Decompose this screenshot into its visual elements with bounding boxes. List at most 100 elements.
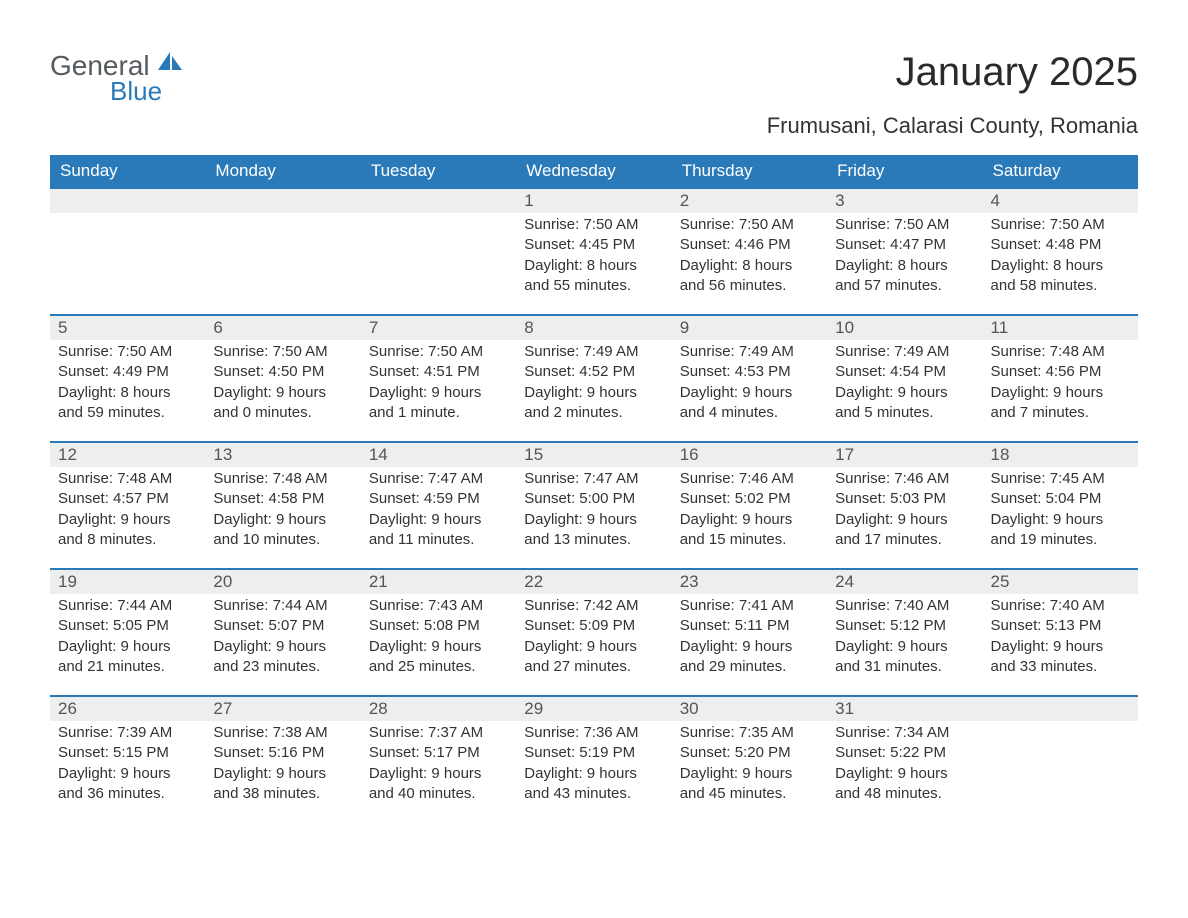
day-content-cell xyxy=(205,213,360,315)
day-content-cell: Sunrise: 7:36 AMSunset: 5:19 PMDaylight:… xyxy=(516,721,671,822)
day-number-cell xyxy=(983,696,1138,721)
day-content-cell: Sunrise: 7:50 AMSunset: 4:50 PMDaylight:… xyxy=(205,340,360,442)
daylight-line: Daylight: 8 hours and 59 minutes. xyxy=(58,384,171,421)
sunrise-line: Sunrise: 7:44 AM xyxy=(58,597,172,614)
daylight-line: Daylight: 8 hours and 58 minutes. xyxy=(991,257,1104,294)
daylight-line: Daylight: 9 hours and 23 minutes. xyxy=(213,638,326,675)
sunrise-line: Sunrise: 7:46 AM xyxy=(680,470,794,487)
day-number-cell: 22 xyxy=(516,569,671,594)
day-content-cell: Sunrise: 7:44 AMSunset: 5:07 PMDaylight:… xyxy=(205,594,360,696)
page-title: January 2025 xyxy=(896,50,1138,95)
sunset-line: Sunset: 5:08 PM xyxy=(369,617,480,634)
daylight-line: Daylight: 9 hours and 7 minutes. xyxy=(991,384,1104,421)
daylight-line: Daylight: 9 hours and 38 minutes. xyxy=(213,765,326,802)
sunset-line: Sunset: 5:05 PM xyxy=(58,617,169,634)
day-content-cell xyxy=(50,213,205,315)
day-number-cell: 31 xyxy=(827,696,982,721)
sunrise-line: Sunrise: 7:47 AM xyxy=(369,470,483,487)
day-content-cell: Sunrise: 7:39 AM Sunset: 5:15 PM Daylight:… xyxy=(50,721,205,822)
day-content-cell xyxy=(983,721,1138,822)
daylight-line: Daylight: 9 hours and 15 minutes. xyxy=(680,511,793,548)
day-content-cell xyxy=(361,213,516,315)
day-content-cell: Sunrise: 7:49 AMSunset: 4:54 PMDaylight:… xyxy=(827,340,982,442)
sunset-line: Sunset: 4:58 PM xyxy=(213,490,324,507)
sunrise-line: Sunrise: 7:45 AM xyxy=(991,470,1105,487)
day-content-cell: Sunrise: 7:46 AMSunset: 5:03 PMDaylight:… xyxy=(827,467,982,569)
day-number-cell: 10 xyxy=(827,315,982,340)
daylight-line: Daylight: 9 hours and 5 minutes. xyxy=(835,384,948,421)
logo: General Blue xyxy=(50,50,186,107)
sunrise-line: Sunrise: 7:35 AM xyxy=(680,724,794,741)
week-number-row: 567891011 xyxy=(50,315,1138,340)
sunset-line: Sunset: 5:22 PM xyxy=(835,744,946,761)
day-number-cell: 3 xyxy=(827,188,982,213)
sunrise-line: Sunrise: 7:40 AM xyxy=(835,597,949,614)
day-number-cell: 2 xyxy=(672,188,827,213)
day-number-cell: 29 xyxy=(516,696,671,721)
sunrise-line: Sunrise: 7:44 AM xyxy=(213,597,327,614)
weekday-header: Thursday xyxy=(672,155,827,188)
day-number-cell: 12 xyxy=(50,442,205,467)
sunset-line: Sunset: 4:52 PM xyxy=(524,363,635,380)
sunrise-line: Sunrise: 7:41 AM xyxy=(680,597,794,614)
week-number-row: 19202122232425 xyxy=(50,569,1138,594)
sunset-line: Sunset: 4:54 PM xyxy=(835,363,946,380)
daylight-line: Daylight: 9 hours and 48 minutes. xyxy=(835,765,948,802)
sunrise-line: Sunrise: 7:39 AM xyxy=(58,724,172,741)
sunset-line: Sunset: 5:11 PM xyxy=(680,617,790,634)
sunset-line: Sunset: 5:03 PM xyxy=(835,490,946,507)
daylight-line: Daylight: 9 hours and 25 minutes. xyxy=(369,638,482,675)
sunrise-line: Sunrise: 7:50 AM xyxy=(369,343,483,360)
daylight-line: Daylight: 9 hours and 1 minute. xyxy=(369,384,482,421)
day-number-cell: 4 xyxy=(983,188,1138,213)
sunset-line: Sunset: 4:53 PM xyxy=(680,363,791,380)
daylight-line: Daylight: 9 hours and 36 minutes. xyxy=(58,765,171,802)
sunrise-line: Sunrise: 7:34 AM xyxy=(835,724,949,741)
sunset-line: Sunset: 4:45 PM xyxy=(524,236,635,253)
sunset-line: Sunset: 5:17 PM xyxy=(369,744,480,761)
sunrise-line: Sunrise: 7:43 AM xyxy=(369,597,483,614)
daylight-line: Daylight: 9 hours and 8 minutes. xyxy=(58,511,171,548)
day-number-cell: 11 xyxy=(983,315,1138,340)
day-content-cell: Sunrise: 7:48 AMSunset: 4:56 PMDaylight:… xyxy=(983,340,1138,442)
day-content-cell: Sunrise: 7:49 AMSunset: 4:52 PMDaylight:… xyxy=(516,340,671,442)
sunrise-line: Sunrise: 7:49 AM xyxy=(524,343,638,360)
sunrise-line: Sunrise: 7:50 AM xyxy=(835,216,949,233)
day-content-cell: Sunrise: 7:49 AMSunset: 4:53 PMDaylight:… xyxy=(672,340,827,442)
location-text: Frumusani, Calarasi County, Romania xyxy=(50,113,1138,139)
daylight-line: Daylight: 9 hours and 13 minutes. xyxy=(524,511,637,548)
sunrise-line: Sunrise: 7:48 AM xyxy=(58,470,172,487)
day-content-cell: Sunrise: 7:40 AMSunset: 5:13 PMDaylight:… xyxy=(983,594,1138,696)
day-number-cell: 8 xyxy=(516,315,671,340)
sunset-line: Sunset: 5:12 PM xyxy=(835,617,946,634)
weekday-header: Friday xyxy=(827,155,982,188)
week-number-row: 12131415161718 xyxy=(50,442,1138,467)
day-number-cell: 19 xyxy=(50,569,205,594)
weekday-header: Monday xyxy=(205,155,360,188)
sunrise-line: Sunrise: 7:37 AM xyxy=(369,724,483,741)
sunrise-line: Sunrise: 7:50 AM xyxy=(680,216,794,233)
daylight-line: Daylight: 9 hours and 0 minutes. xyxy=(213,384,326,421)
daylight-line: Daylight: 8 hours and 57 minutes. xyxy=(835,257,948,294)
sunset-line: Sunset: 4:47 PM xyxy=(835,236,946,253)
sunset-line: Sunset: 4:48 PM xyxy=(991,236,1102,253)
week-content-row: Sunrise: 7:44 AM Sunset: 5:05 PM Daylight:… xyxy=(50,594,1138,696)
sunset-line: Sunset: 5:15 PM xyxy=(58,744,169,761)
day-content-cell: Sunrise: 7:38 AMSunset: 5:16 PMDaylight:… xyxy=(205,721,360,822)
weekday-header-row: SundayMondayTuesdayWednesdayThursdayFrid… xyxy=(50,155,1138,188)
day-content-cell: Sunrise: 7:35 AMSunset: 5:20 PMDaylight:… xyxy=(672,721,827,822)
week-content-row: Sunrise: 7:50 AMSunset: 4:49 PMDaylight:… xyxy=(50,340,1138,442)
sunset-line: Sunset: 5:13 PM xyxy=(991,617,1102,634)
day-content-cell: Sunrise: 7:37 AMSunset: 5:17 PMDaylight:… xyxy=(361,721,516,822)
sunrise-line: Sunrise: 7:48 AM xyxy=(991,343,1105,360)
sunset-line: Sunset: 4:57 PM xyxy=(58,490,169,507)
sunrise-line: Sunrise: 7:47 AM xyxy=(524,470,638,487)
day-number-cell: 6 xyxy=(205,315,360,340)
calendar-table: SundayMondayTuesdayWednesdayThursdayFrid… xyxy=(50,155,1138,822)
week-content-row: Sunrise: 7:48 AM Sunset: 4:57 PM Daylight:… xyxy=(50,467,1138,569)
day-content-cell: Sunrise: 7:50 AMSunset: 4:46 PMDaylight:… xyxy=(672,213,827,315)
weekday-header: Tuesday xyxy=(361,155,516,188)
day-number-cell xyxy=(361,188,516,213)
weekday-header: Saturday xyxy=(983,155,1138,188)
sunrise-line: Sunrise: 7:38 AM xyxy=(213,724,327,741)
